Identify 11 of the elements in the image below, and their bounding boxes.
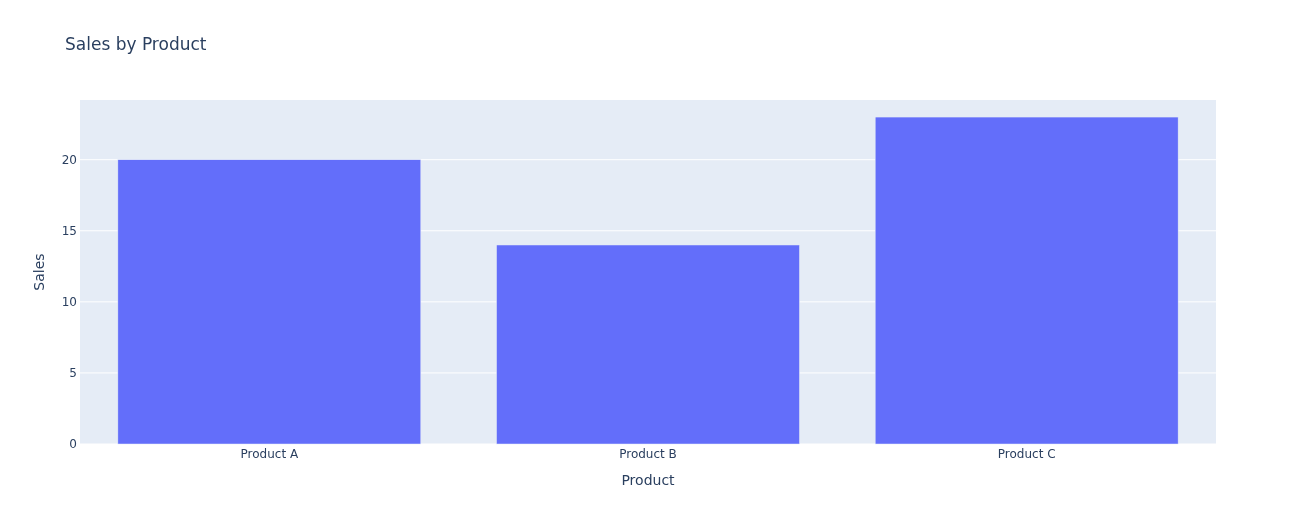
y-tick-label: 20 [61, 152, 77, 167]
x-tick-label: Product C [997, 447, 1056, 461]
y-tick-label: 0 [69, 437, 77, 452]
y-axis-title: Sales [31, 253, 47, 291]
x-tick-label: Product A [240, 447, 299, 461]
y-tick-label: 5 [69, 366, 77, 381]
chart-title: Sales by Product [65, 34, 207, 54]
x-tick-label: Product B [619, 447, 677, 461]
y-tick-label: 10 [61, 295, 77, 310]
x-axis-title: Product [621, 472, 676, 488]
y-tick-label: 15 [61, 223, 77, 238]
